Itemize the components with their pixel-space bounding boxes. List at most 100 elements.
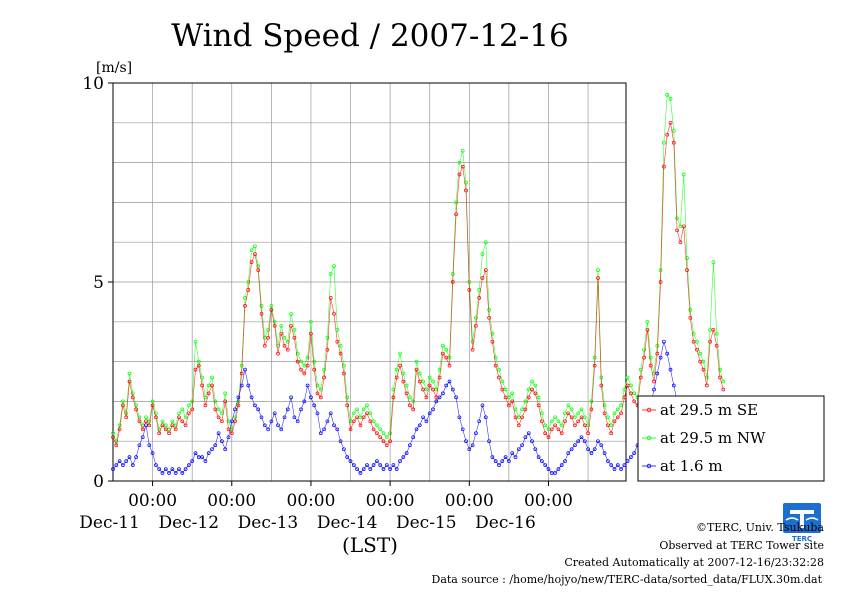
data-point [625, 383, 630, 388]
data-point [411, 407, 416, 412]
data-point [470, 443, 475, 448]
data-point [589, 407, 594, 412]
data-point [150, 399, 155, 404]
x-tick-time-label: 00:00 [445, 491, 494, 511]
data-point [259, 415, 264, 420]
data-point [328, 296, 333, 300]
data-point [523, 435, 528, 440]
data-point [596, 268, 600, 272]
series-1 [111, 93, 726, 444]
data-point [302, 399, 307, 404]
data-point [381, 439, 386, 444]
data-point [305, 383, 310, 388]
data-point [318, 395, 323, 400]
data-point [114, 463, 119, 467]
data-point [606, 423, 610, 428]
data-point [477, 296, 482, 300]
data-point [629, 455, 633, 459]
data-point [596, 276, 600, 280]
data-point [177, 467, 181, 471]
data-point [470, 347, 475, 352]
data-point [180, 471, 185, 475]
data-point [332, 311, 336, 316]
data-point [464, 180, 468, 185]
legend-label: at 1.6 m [660, 457, 723, 475]
data-point [365, 463, 369, 467]
data-point [602, 451, 607, 455]
data-point [127, 455, 132, 459]
data-point [691, 331, 696, 336]
data-point [417, 371, 422, 376]
data-point [338, 343, 343, 348]
data-point [130, 395, 135, 400]
data-point [408, 443, 412, 448]
data-point [223, 447, 228, 452]
data-point [285, 347, 290, 352]
data-point [480, 252, 485, 256]
data-point [378, 463, 383, 467]
data-point [507, 403, 511, 408]
data-point [711, 260, 716, 264]
data-point [526, 431, 531, 436]
data-point [206, 391, 211, 396]
data-point [450, 387, 455, 392]
data-point [262, 423, 267, 428]
data-point [361, 415, 366, 420]
data-point [130, 463, 135, 467]
data-point [457, 160, 462, 165]
data-point [398, 459, 402, 463]
data-point [612, 419, 617, 424]
data-point [566, 411, 571, 416]
data-point [282, 335, 287, 340]
data-point [309, 331, 313, 336]
data-point [596, 439, 600, 444]
data-point [177, 415, 181, 420]
data-point [183, 467, 188, 471]
data-point [121, 403, 125, 408]
series-group [111, 93, 726, 475]
data-point [599, 443, 604, 448]
data-point [233, 415, 237, 420]
data-point [454, 212, 458, 217]
data-point [256, 407, 261, 412]
data-point [375, 431, 379, 436]
x-tick-time-label: 00:00 [128, 491, 177, 511]
data-point [249, 248, 254, 253]
data-point [371, 463, 376, 467]
data-point [190, 459, 195, 463]
data-point [460, 164, 465, 169]
data-point [160, 419, 165, 424]
data-point [487, 308, 491, 312]
data-point [388, 439, 392, 444]
logo-wave-right [805, 517, 819, 521]
data-point [269, 304, 274, 308]
data-point [328, 272, 333, 276]
data-point [457, 415, 462, 420]
data-point [276, 351, 280, 356]
data-point [203, 459, 208, 463]
data-point [427, 375, 432, 380]
data-point [553, 423, 557, 428]
data-point [213, 443, 218, 448]
data-point [229, 431, 234, 436]
data-point [325, 419, 330, 424]
data-point [549, 427, 554, 432]
data-point [384, 443, 389, 448]
data-point [510, 399, 515, 404]
data-point [602, 403, 607, 408]
data-point [375, 423, 379, 428]
legend-swatch-marker [646, 407, 652, 413]
terc-logo: TERC [783, 503, 821, 543]
data-point [648, 355, 653, 360]
data-point [523, 407, 528, 412]
data-source-text: Data source : /home/hojyo/new/TERC-data/… [432, 573, 823, 586]
data-point [140, 435, 145, 440]
data-point [154, 411, 158, 416]
data-point [483, 415, 488, 420]
data-point [173, 427, 178, 432]
series-line [112, 122, 724, 447]
data-point [196, 359, 201, 364]
legend-box [637, 395, 825, 482]
data-point [467, 447, 472, 452]
data-point [394, 375, 399, 380]
